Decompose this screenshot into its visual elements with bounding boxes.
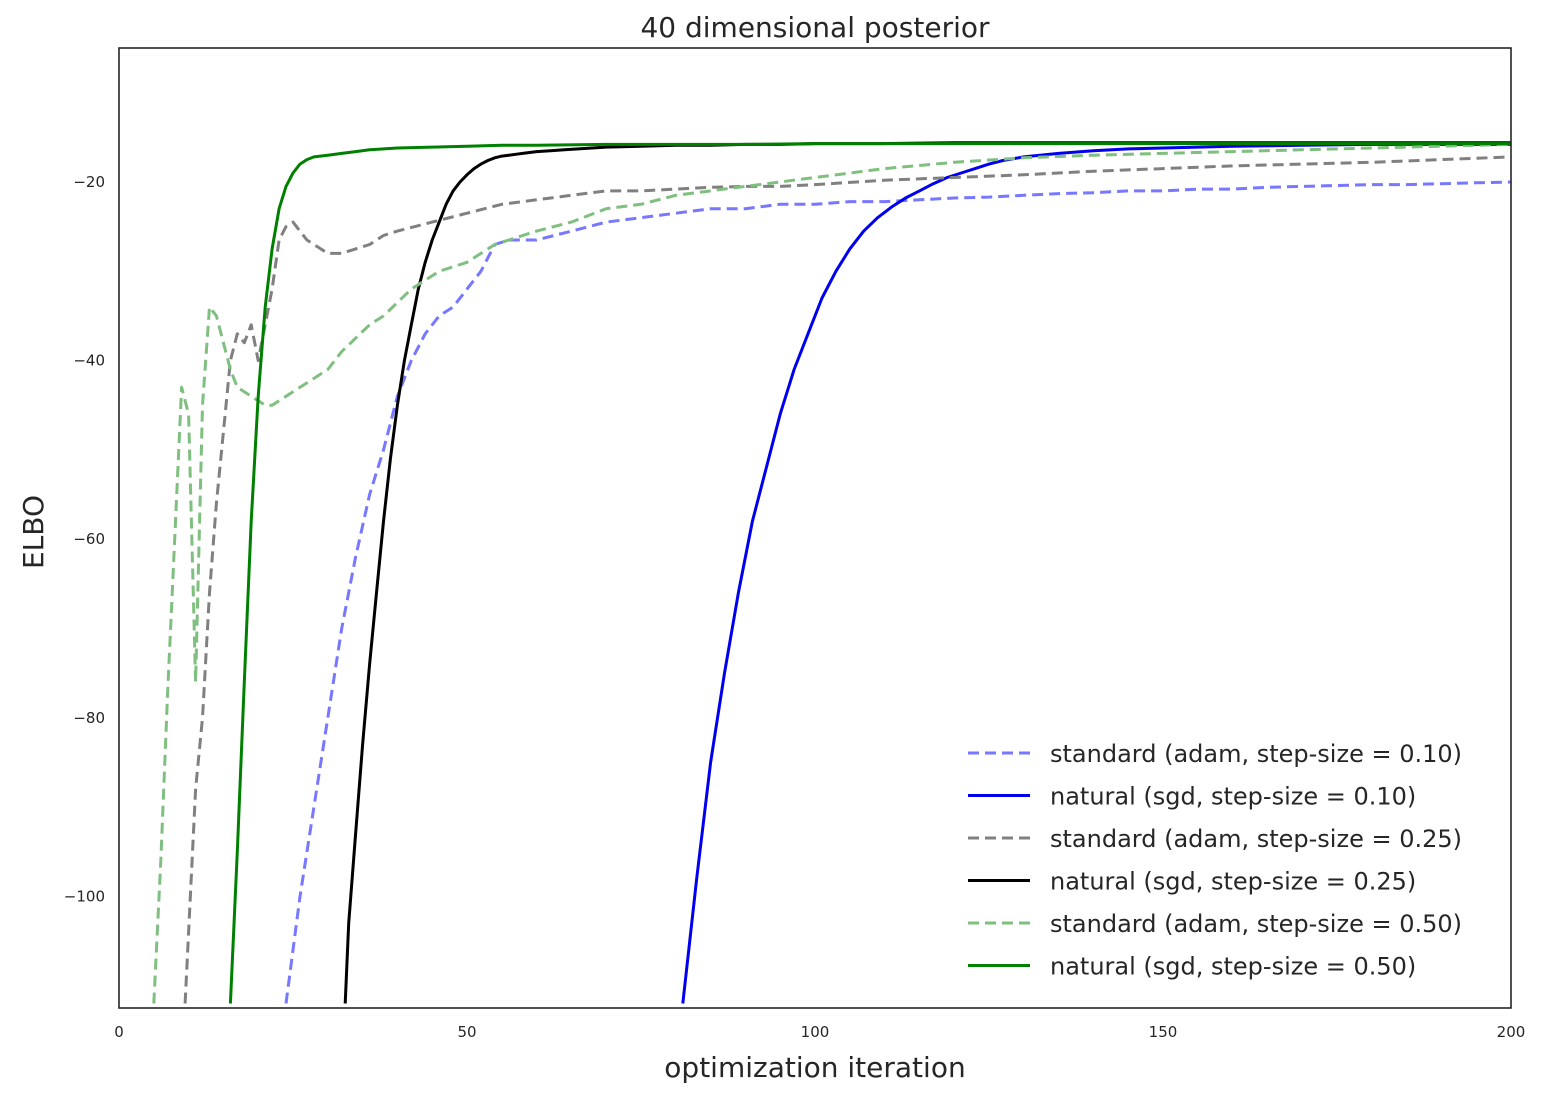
series-line-6 bbox=[228, 142, 1511, 1004]
y-tick-label: −80 bbox=[73, 709, 105, 727]
y-tick-label: −60 bbox=[73, 530, 105, 548]
y-tick-label: −40 bbox=[73, 352, 105, 370]
series-line-3 bbox=[183, 155, 1511, 1004]
x-tick-label: 150 bbox=[1149, 1023, 1178, 1041]
x-tick-label: 200 bbox=[1497, 1023, 1526, 1041]
chart-title: 40 dimensional posterior bbox=[640, 11, 990, 44]
y-axis: −100 −80 −60 −40 −20 bbox=[64, 173, 105, 905]
legend-label: natural (sgd, step-size = 0.10) bbox=[1050, 783, 1416, 811]
series-line-1 bbox=[284, 180, 1511, 1004]
legend-label: natural (sgd, step-size = 0.50) bbox=[1050, 953, 1416, 981]
y-axis-label: ELBO bbox=[17, 495, 50, 569]
x-tick-label: 0 bbox=[114, 1023, 124, 1041]
legend-label: standard (adam, step-size = 0.25) bbox=[1050, 825, 1462, 853]
x-tick-label: 100 bbox=[801, 1023, 830, 1041]
series-line-2 bbox=[681, 142, 1511, 1004]
y-tick-label: −100 bbox=[64, 887, 105, 905]
series-layer bbox=[152, 141, 1511, 1004]
x-tick-label: 50 bbox=[457, 1023, 476, 1041]
legend-label: natural (sgd, step-size = 0.25) bbox=[1050, 868, 1416, 896]
x-axis-label: optimization iteration bbox=[664, 1051, 965, 1084]
legend: standard (adam, step-size = 0.10) natural… bbox=[968, 740, 1462, 981]
x-axis: 0 50 100 150 200 bbox=[114, 1023, 1525, 1041]
series-line-5 bbox=[152, 142, 1511, 1004]
legend-label: standard (adam, step-size = 0.50) bbox=[1050, 910, 1462, 938]
y-tick-label: −20 bbox=[73, 173, 105, 191]
plot-frame bbox=[118, 47, 1512, 1009]
legend-label: standard (adam, step-size = 0.10) bbox=[1050, 740, 1462, 768]
